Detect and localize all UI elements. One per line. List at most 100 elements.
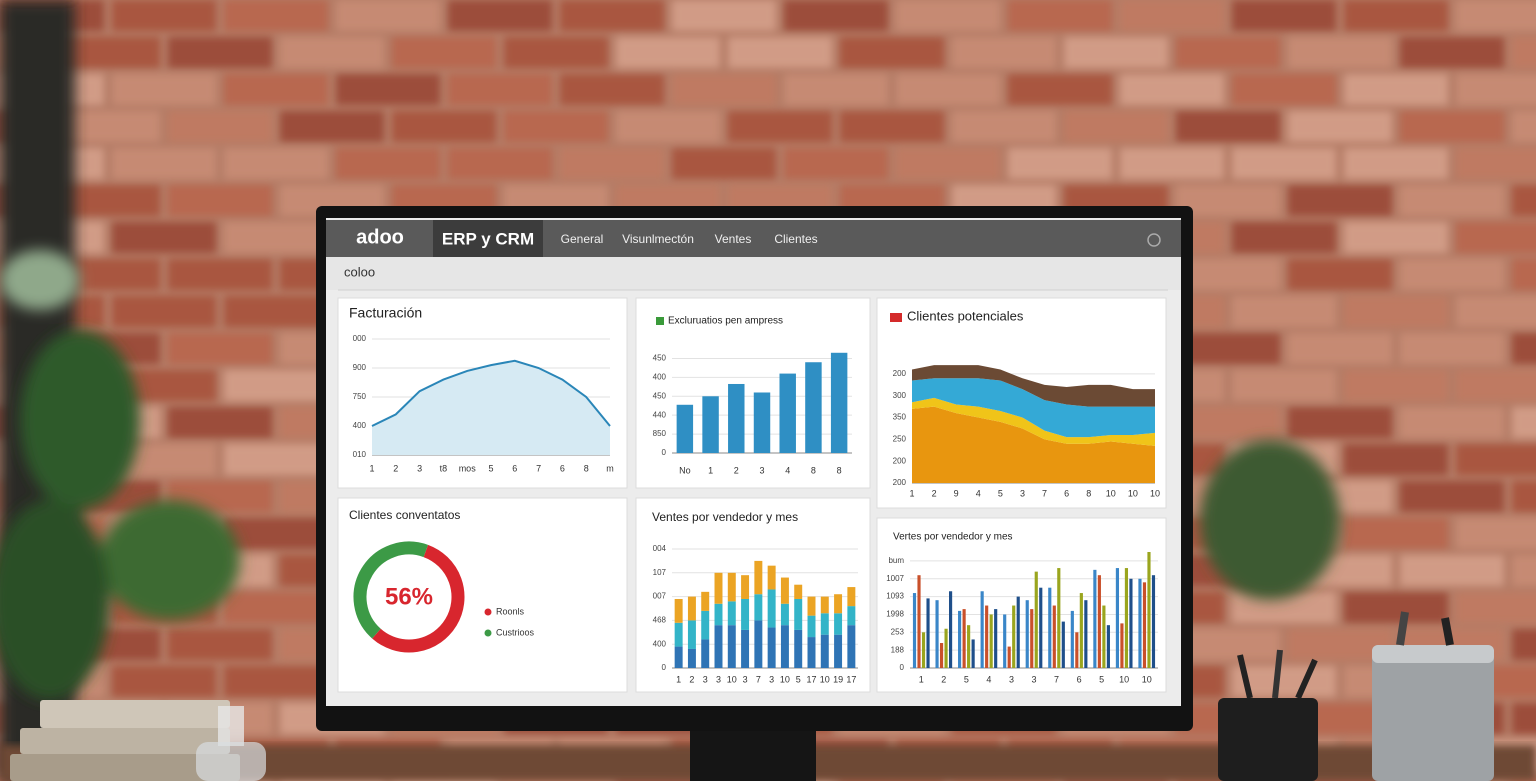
x-tick-label: 4	[785, 465, 790, 475]
bar-segment	[820, 596, 829, 614]
brick	[1176, 629, 1280, 660]
bar	[1142, 582, 1147, 668]
brick	[1344, 444, 1448, 475]
panel-title: Excluruatios pen ampress	[668, 316, 783, 327]
bar-segment	[714, 603, 723, 626]
bar-segment	[834, 613, 843, 635]
brick	[336, 74, 440, 105]
brick	[1344, 370, 1448, 401]
bar	[805, 362, 822, 453]
bar	[1016, 596, 1020, 668]
x-tick-label: 7	[536, 463, 541, 473]
brick	[224, 518, 328, 549]
bar	[985, 605, 989, 668]
bar-segment	[847, 606, 856, 626]
settings-icon[interactable]	[1147, 233, 1161, 247]
brick	[728, 111, 832, 142]
brick	[1176, 259, 1280, 290]
area-line	[371, 359, 611, 427]
x-tick-label: 19	[833, 674, 843, 684]
legend-dot	[484, 629, 492, 637]
panel-title: Ventes por vendedor y mes	[652, 510, 798, 524]
x-tick-label: 4	[976, 488, 981, 498]
bar	[1025, 600, 1029, 668]
nav-item[interactable]: Visunlmectón	[622, 232, 694, 246]
brick	[280, 37, 384, 68]
brick	[1512, 111, 1536, 142]
brick	[728, 37, 832, 68]
x-tick-label: 2	[941, 674, 946, 684]
brick	[1120, 148, 1224, 179]
bar-segment	[794, 629, 803, 668]
bar	[912, 593, 917, 668]
brick	[168, 111, 272, 142]
brick	[392, 37, 496, 68]
bar-segment	[754, 560, 763, 595]
brick	[168, 259, 272, 290]
bar	[1012, 605, 1016, 668]
panel-title: Clientes potenciales	[907, 308, 1024, 323]
brick	[1456, 518, 1536, 549]
brick	[336, 148, 440, 179]
x-tick-label: 2	[689, 674, 694, 684]
brick	[672, 148, 776, 179]
x-tick-label: 5	[1099, 674, 1104, 684]
brick	[1232, 222, 1336, 253]
brick	[1456, 0, 1536, 31]
bottle	[196, 706, 266, 781]
y-tick-label: 010	[353, 450, 367, 459]
x-tick-label: 6	[1077, 674, 1082, 684]
y-tick-label: 300	[893, 391, 907, 400]
x-tick-label: 3	[1031, 674, 1036, 684]
brick	[1400, 481, 1504, 512]
bar	[1070, 610, 1074, 668]
bar	[1048, 587, 1052, 668]
brick	[448, 148, 552, 179]
bar	[1052, 605, 1056, 668]
brick	[1344, 0, 1448, 31]
bar	[949, 591, 953, 668]
nav-item[interactable]: Clientes	[774, 232, 817, 246]
brick	[840, 37, 944, 68]
brick	[1344, 222, 1448, 253]
y-tick-label: 200	[893, 478, 907, 487]
books	[10, 700, 240, 781]
bar	[967, 625, 971, 668]
brick	[1512, 37, 1536, 68]
bar-segment	[687, 648, 696, 668]
nav-item[interactable]: Ventes	[715, 232, 752, 246]
x-tick-label: 1	[676, 674, 681, 684]
bar	[1079, 593, 1083, 668]
brick	[1344, 148, 1448, 179]
bar	[1102, 605, 1106, 668]
metal-cup	[1372, 611, 1494, 781]
x-tick-label: 7	[756, 674, 761, 684]
legend-label: Custrioos	[496, 627, 535, 637]
brick	[1512, 481, 1536, 512]
brick	[1008, 148, 1112, 179]
brick	[224, 148, 328, 179]
brick	[112, 0, 216, 31]
y-tick-label: 450	[653, 391, 667, 400]
brick	[1456, 592, 1536, 623]
bar-segment	[701, 610, 710, 640]
bar	[1057, 568, 1061, 668]
subheader	[326, 257, 1181, 290]
bar-segment	[701, 639, 710, 668]
bar	[779, 373, 796, 453]
x-tick-label: 10	[1128, 488, 1138, 498]
x-tick-label: mos	[459, 463, 477, 473]
x-tick-label: 6	[560, 463, 565, 473]
bar	[1115, 568, 1119, 668]
brick	[1512, 629, 1536, 660]
y-tick-label: 0	[662, 448, 667, 457]
brick	[1512, 185, 1536, 216]
x-tick-label: 6	[512, 463, 517, 473]
bar-segment	[794, 598, 803, 630]
panel-title: Vertes por vendedor y mes	[893, 532, 1013, 543]
brick	[1176, 37, 1280, 68]
bar-segment	[741, 575, 750, 599]
x-tick-label: 2	[734, 465, 739, 475]
nav-item[interactable]: General	[561, 232, 604, 246]
